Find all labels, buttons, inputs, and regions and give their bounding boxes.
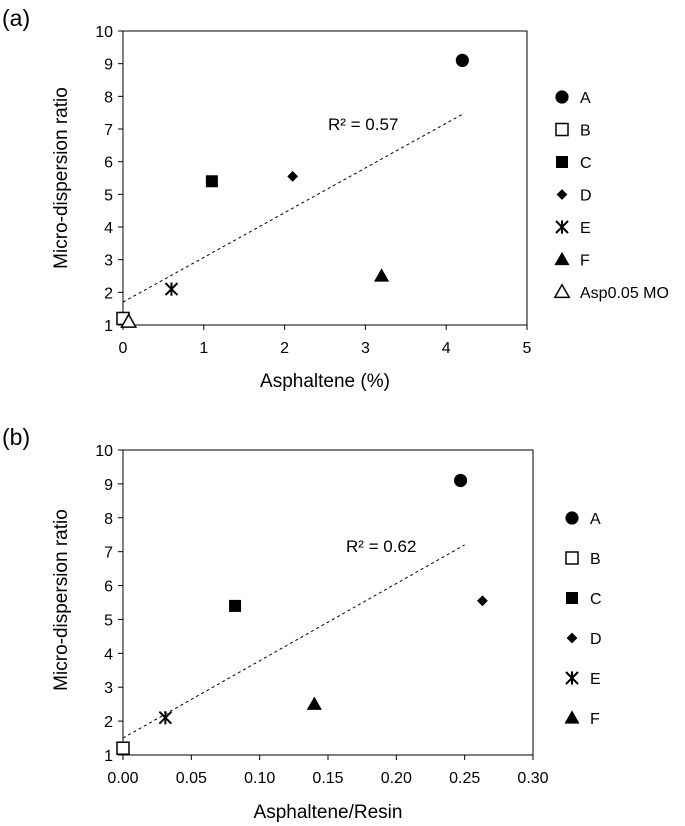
legend-marker — [554, 251, 570, 266]
point-a — [455, 53, 469, 67]
x-tick-label: 0.30 — [517, 770, 548, 787]
y-tick-label: 2 — [104, 714, 113, 731]
panel-a-y-axis-title: Micro-dispersion ratio — [51, 87, 72, 269]
legend-marker — [564, 710, 580, 724]
y-tick-label: 10 — [95, 24, 113, 41]
legend-marker — [555, 220, 569, 234]
y-tick-label: 8 — [104, 89, 113, 106]
y-tick-label: 4 — [104, 220, 113, 237]
legend-marker — [566, 592, 578, 604]
legend-label: B — [590, 551, 601, 568]
panel-b-y-ticks: 1 2 3 4 5 6 7 8 9 10 — [95, 443, 123, 765]
legend-label: Asp0.05 MO — [580, 285, 669, 302]
legend-marker — [556, 189, 568, 200]
legend-marker — [553, 283, 571, 299]
y-tick-label: 8 — [104, 511, 113, 528]
x-tick-label: 0.05 — [176, 770, 207, 787]
legend-marker — [566, 632, 578, 644]
legend-label: A — [590, 511, 601, 528]
legend-marker — [565, 551, 579, 565]
point-asp0-05-mo — [120, 313, 138, 328]
panel-b-r2-label: R² = 0.62 — [346, 537, 416, 556]
legend-label: E — [590, 671, 601, 688]
legend-marker — [556, 156, 568, 168]
trendline — [122, 113, 463, 303]
point-e — [164, 282, 179, 296]
legend-label: F — [590, 711, 600, 728]
point-f — [306, 696, 322, 710]
x-tick-label: 0.00 — [107, 770, 138, 787]
x-tick-label: 0.10 — [244, 770, 275, 787]
point-c — [229, 599, 242, 612]
panel-a-marks — [116, 53, 469, 328]
y-tick-label: 6 — [104, 155, 113, 172]
x-tick-label: 1 — [199, 340, 208, 357]
panel-b-marks — [116, 473, 488, 755]
panel-b-y-axis-title: Micro-dispersion ratio — [51, 509, 72, 691]
legend-label: E — [580, 220, 591, 237]
y-tick-label: 7 — [104, 122, 113, 139]
panel-b: (b) 1 2 3 4 5 6 7 8 9 10 0.00 0.05 0.10 0.15 0.20 0.25… — [2, 424, 602, 823]
x-tick-label: 0.25 — [449, 770, 480, 787]
x-tick-label: 4 — [442, 340, 451, 357]
y-tick-label: 3 — [104, 680, 113, 697]
y-tick-label: 4 — [104, 646, 113, 663]
legend-marker — [565, 511, 579, 525]
legend-label: A — [580, 90, 591, 107]
legend-label: D — [580, 188, 592, 205]
point-c — [205, 175, 218, 188]
legend-label: F — [580, 253, 590, 270]
legend-marker — [555, 90, 569, 104]
panel-b-legend: A B C D E F — [564, 511, 602, 728]
y-tick-label: 10 — [95, 443, 113, 460]
panel-b-x-axis-title: Asphaltene/Resin — [254, 802, 403, 823]
y-tick-label: 5 — [104, 187, 113, 204]
x-tick-label: 3 — [361, 340, 370, 357]
panel-b-label: (b) — [2, 424, 30, 450]
x-tick-label: 0.15 — [312, 770, 343, 787]
panel-a-x-axis-title: Asphaltene (%) — [260, 371, 390, 392]
y-tick-label: 9 — [104, 477, 113, 494]
point-d — [287, 170, 299, 182]
legend-marker — [565, 671, 579, 685]
panel-a-r2-label: R² = 0.57 — [328, 115, 398, 134]
y-tick-label: 9 — [104, 57, 113, 74]
panel-a-plot-area — [122, 30, 528, 326]
x-tick-label: 0 — [119, 340, 128, 357]
legend-label: C — [590, 591, 602, 608]
x-tick-label: 5 — [523, 340, 532, 357]
point-e — [158, 711, 173, 725]
panel-b-plot-area — [122, 449, 534, 756]
point-b — [116, 741, 130, 755]
x-tick-label: 2 — [280, 340, 289, 357]
y-tick-label: 1 — [104, 748, 113, 765]
y-tick-label: 1 — [104, 318, 113, 335]
panel-b-x-ticks: 0.00 0.05 0.10 0.15 0.20 0.25 0.30 — [107, 755, 549, 787]
legend-label: C — [580, 155, 592, 172]
y-tick-label: 3 — [104, 253, 113, 270]
legend-label: B — [580, 123, 591, 140]
point-d — [477, 595, 488, 607]
y-tick-label: 5 — [104, 612, 113, 629]
legend-marker — [555, 122, 569, 137]
x-tick-label: 0.20 — [381, 770, 412, 787]
point-f — [373, 268, 390, 282]
y-tick-label: 2 — [104, 285, 113, 302]
trendline — [122, 544, 465, 739]
legend-label: D — [590, 631, 602, 648]
y-tick-label: 7 — [104, 545, 113, 562]
panel-a-x-ticks: 0 1 2 3 4 5 — [119, 325, 532, 357]
panel-a-y-ticks: 1 2 3 4 5 6 7 8 9 10 — [95, 24, 123, 335]
point-a — [453, 473, 468, 488]
y-tick-label: 6 — [104, 579, 113, 596]
panel-a-label: (a) — [2, 5, 30, 31]
